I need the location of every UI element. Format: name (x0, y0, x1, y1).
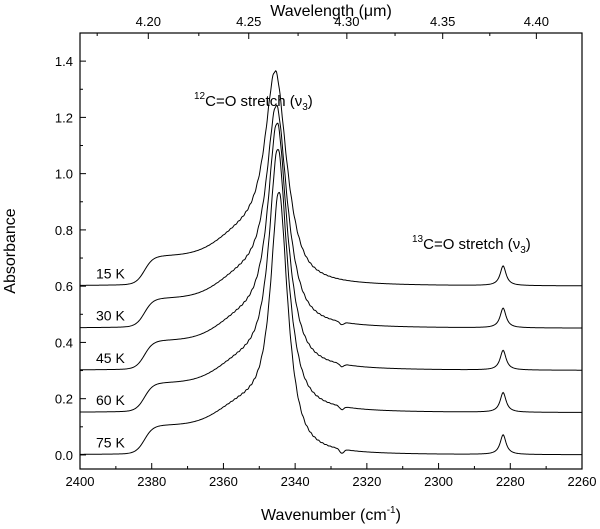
x-axis-title: Wavenumber (cm-1) (261, 505, 401, 524)
y-tick-label: 0.8 (55, 223, 73, 238)
y-tick-label: 1.4 (55, 54, 73, 69)
y-tick-label: 0.6 (55, 279, 73, 294)
x-tick-label: 2260 (568, 474, 597, 489)
top-tick-label: 4.20 (136, 14, 161, 29)
x-tick-label: 2380 (137, 474, 166, 489)
y-tick-label: 0.2 (55, 392, 73, 407)
annotation-12co: 12C=O stretch (ν3) (194, 91, 313, 113)
top-tick-label: 4.30 (334, 14, 359, 29)
y-tick-label: 1.0 (55, 167, 73, 182)
series-label: 45 K (96, 350, 125, 366)
x-tick-label: 2320 (352, 474, 381, 489)
top-axis-ticks: 4.20 4.25 4.30 4.35 4.40 (96, 14, 549, 39)
series-line-4 (80, 148, 582, 413)
y-tick-label: 0.0 (55, 448, 73, 463)
x-tick-label: 2360 (209, 474, 238, 489)
left-axis-ticks: 0.0 0.2 0.4 0.6 0.8 1.0 1.2 1.4 (55, 32, 86, 463)
bottom-axis-ticks: 2400 2380 2360 2340 2320 2300 2280 2260 (66, 463, 597, 489)
y-tick-label: 1.2 (55, 110, 73, 125)
y-tick-label: 0.4 (55, 335, 73, 350)
series-line-2 (79, 104, 582, 329)
spectra-series (79, 69, 583, 456)
top-axis-title: Wavelength (μm) (270, 3, 392, 20)
x-tick-label: 2340 (281, 474, 310, 489)
top-tick-label: 4.35 (430, 14, 455, 29)
y-axis-title: Absorbance (2, 208, 19, 293)
top-tick-label: 4.25 (236, 14, 261, 29)
series-label: 30 K (96, 308, 125, 324)
x-tick-label: 2400 (66, 474, 95, 489)
temperature-labels: 15 K 30 K 45 K 60 K 75 K (96, 266, 125, 451)
series-label: 75 K (96, 434, 125, 450)
series-line-3 (79, 122, 582, 371)
series-label: 15 K (96, 266, 125, 282)
annotation-13co: 13C=O stretch (ν3) (412, 234, 531, 256)
x-tick-label: 2280 (496, 474, 525, 489)
series-label: 60 K (96, 392, 125, 408)
top-tick-label: 4.40 (524, 14, 549, 29)
series-line-5 (80, 191, 582, 456)
series-line-1 (79, 69, 583, 287)
x-tick-label: 2300 (424, 474, 453, 489)
